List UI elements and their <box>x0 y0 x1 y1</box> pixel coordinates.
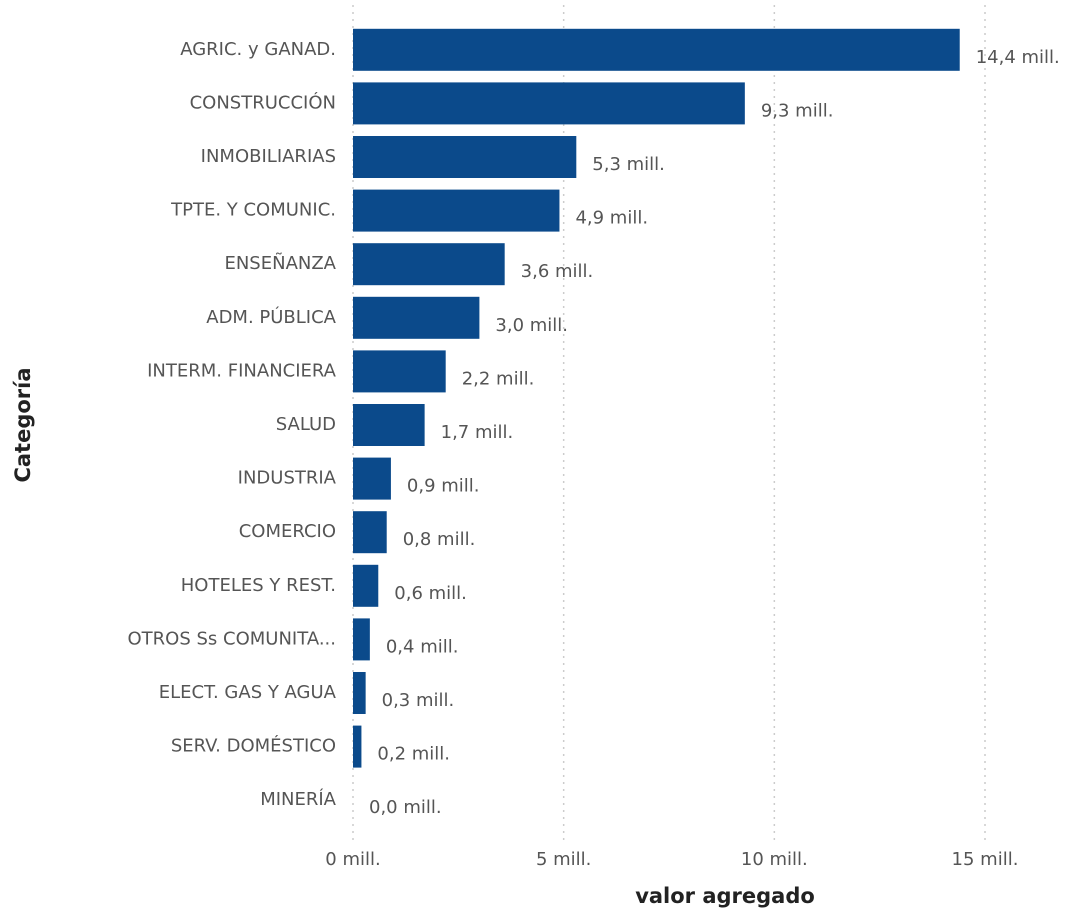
bar <box>353 82 745 125</box>
data-label: 0,8 mill. <box>403 529 476 550</box>
data-label: 4,9 mill. <box>575 208 648 229</box>
data-label: 0,9 mill. <box>407 476 480 497</box>
x-tick-label: 5 mill. <box>536 849 591 870</box>
y-tick-label: INDUSTRIA <box>238 468 337 489</box>
y-tick-label: CONSTRUCCIÓN <box>190 91 336 113</box>
x-tick-label: 0 mill. <box>325 849 380 870</box>
data-label: 2,2 mill. <box>462 368 535 389</box>
x-tick-label: 15 mill. <box>952 849 1019 870</box>
y-tick-label: SERV. DOMÉSTICO <box>171 735 336 757</box>
y-tick-label: INMOBILIARIAS <box>201 146 336 167</box>
bar <box>353 136 577 178</box>
bar <box>353 350 446 393</box>
y-tick-label: ELECT. GAS Y AGUA <box>159 682 337 703</box>
y-tick-label: AGRIC. y GANAD. <box>180 39 336 60</box>
y-tick-label: MINERÍA <box>260 788 336 810</box>
data-label: 0,4 mill. <box>386 636 459 657</box>
data-label: 0,6 mill. <box>394 583 467 604</box>
data-label: 1,7 mill. <box>441 422 514 443</box>
y-tick-label: ADM. PÚBLICA <box>206 306 336 328</box>
bar <box>353 511 387 554</box>
bar <box>353 404 425 446</box>
data-label: 5,3 mill. <box>592 154 665 175</box>
bar <box>353 457 391 500</box>
y-tick-label: OTROS Ss COMUNITA... <box>128 628 337 649</box>
bar <box>353 28 960 71</box>
y-tick-label: ENSEÑANZA <box>224 252 336 274</box>
data-label: 3,6 mill. <box>521 261 594 282</box>
bar <box>353 725 362 768</box>
data-label: 14,4 mill. <box>976 47 1060 68</box>
y-tick-label: SALUD <box>276 414 336 435</box>
data-label: 0,3 mill. <box>382 690 455 711</box>
bar <box>353 189 560 232</box>
bar <box>353 296 480 339</box>
x-axis-title: valor agregado <box>635 884 815 908</box>
bar <box>353 618 370 661</box>
y-tick-label: COMERCIO <box>239 521 336 542</box>
bar <box>353 672 366 714</box>
bar <box>353 564 379 607</box>
data-label: 0,2 mill. <box>377 744 450 765</box>
y-tick-label: TPTE. Y COMUNIC. <box>170 200 336 221</box>
bar <box>353 243 505 286</box>
y-tick-label: HOTELES Y REST. <box>181 575 336 596</box>
data-label: 9,3 mill. <box>761 100 834 121</box>
data-label: 3,0 mill. <box>495 315 568 336</box>
data-label: 0,0 mill. <box>369 797 442 818</box>
x-tick-label: 10 mill. <box>741 849 808 870</box>
y-tick-label: INTERM. FINANCIERA <box>147 360 337 381</box>
y-axis-title: Categoría <box>11 367 35 482</box>
